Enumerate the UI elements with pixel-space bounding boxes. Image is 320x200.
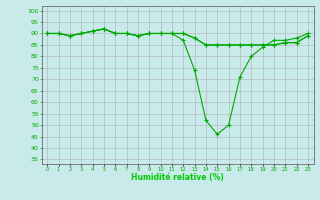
X-axis label: Humidité relative (%): Humidité relative (%) — [131, 173, 224, 182]
